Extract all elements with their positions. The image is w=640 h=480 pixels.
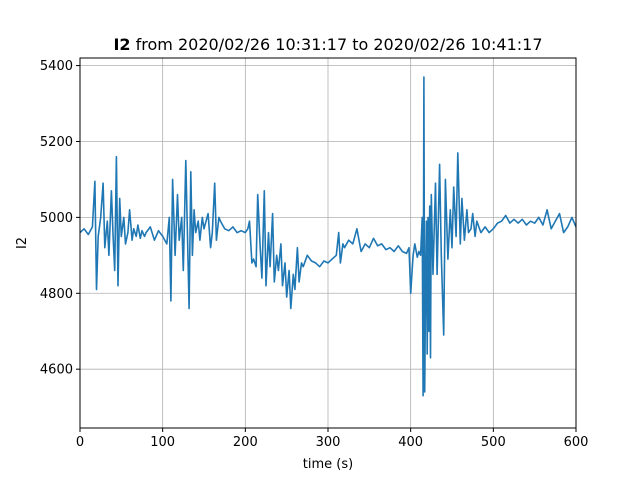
chart-title-rest: from 2020/02/26 10:31:17 to 2020/02/26 1… <box>131 35 543 54</box>
y-tick-label: 5000 <box>40 211 73 226</box>
chart-title: I2 from 2020/02/26 10:31:17 to 2020/02/2… <box>113 35 542 54</box>
x-tick-label: 0 <box>76 435 84 450</box>
series-line-i2 <box>79 76 577 397</box>
y-tick-label: 5400 <box>40 59 73 74</box>
x-tick-label: 100 <box>150 435 175 450</box>
x-tick-label: 400 <box>398 435 423 450</box>
chart-title-bold: I2 <box>113 35 130 54</box>
x-tick-label: 200 <box>233 435 258 450</box>
x-tick-label: 300 <box>316 435 341 450</box>
y-axis-ticks: 4600 4800 5000 5200 5400 <box>40 59 80 378</box>
y-tick-label: 4600 <box>40 363 73 378</box>
x-axis-label: time (s) <box>303 457 353 472</box>
x-tick-label: 600 <box>564 435 589 450</box>
y-axis-label: I2 <box>15 237 30 249</box>
x-tick-label: 500 <box>481 435 506 450</box>
series-layer <box>79 76 577 397</box>
y-tick-label: 5200 <box>40 135 73 150</box>
y-tick-label: 4800 <box>40 287 73 302</box>
x-axis-ticks: 0 100 200 300 400 500 600 <box>76 428 589 450</box>
